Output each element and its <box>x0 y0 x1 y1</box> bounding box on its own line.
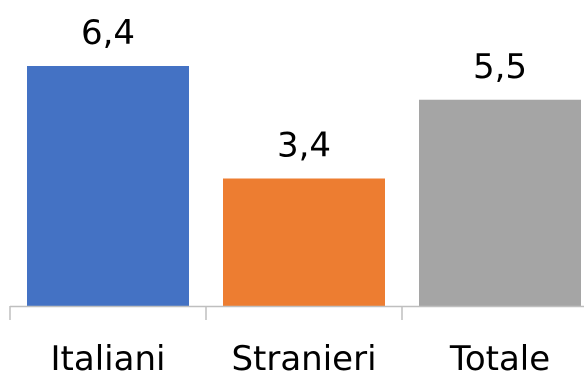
x-axis <box>9 305 584 320</box>
value-label-stranieri: 3,4 <box>277 126 331 166</box>
bar-stranieri <box>223 178 385 306</box>
tick-label-totale: Totale <box>449 339 550 379</box>
tick-label-italiani: Italiani <box>51 339 166 379</box>
bars-group <box>27 66 581 306</box>
tick-label-stranieri: Stranieri <box>231 339 376 379</box>
value-labels-group: 6,4 3,4 5,5 <box>81 13 527 166</box>
value-label-totale: 5,5 <box>473 47 527 87</box>
tick-labels-group: Italiani Stranieri Totale <box>51 339 551 379</box>
bar-totale <box>419 99 581 306</box>
bar-italiani <box>27 66 189 306</box>
value-label-italiani: 6,4 <box>81 13 135 53</box>
